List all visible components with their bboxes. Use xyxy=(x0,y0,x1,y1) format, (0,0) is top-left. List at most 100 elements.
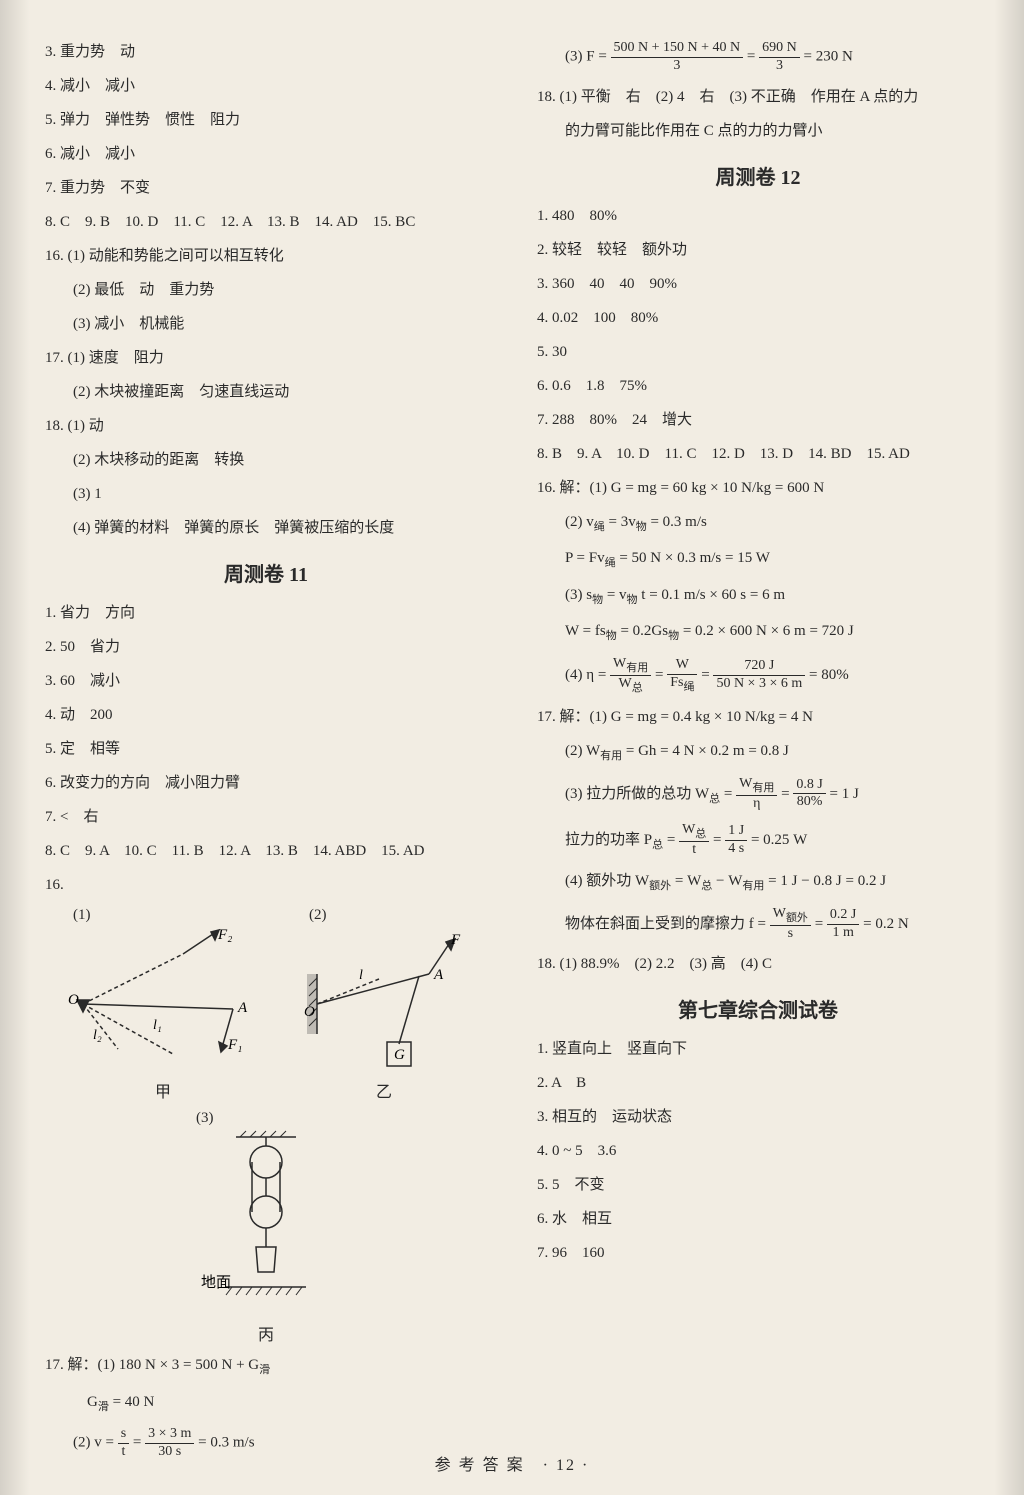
ch7-5: 5. 5 不变 xyxy=(537,1173,979,1197)
w11-17: 17. 解：(1) 180 N × 3 = 500 N + G滑 xyxy=(45,1353,487,1380)
frac-eta-3-den: 50 N × 3 × 6 m xyxy=(713,676,805,693)
w12-17-2-end: = Gh = 4 N × 0.2 m = 0.8 J xyxy=(626,743,789,759)
diagram-1-label: 甲 xyxy=(63,1078,263,1102)
ch7-4: 4. 0 ~ 5 3.6 xyxy=(537,1139,979,1163)
sub-wu-2: 物 xyxy=(592,594,603,606)
diagram-3-label: 丙 xyxy=(196,1321,336,1345)
w11-8-15: 8. C 9. A 10. C 11. B 12. A 13. B 14. AB… xyxy=(45,839,487,863)
w12-16-p-sym: P = Fv xyxy=(565,550,605,566)
diagram-3-num: (3) xyxy=(196,1110,336,1127)
ans-5: 5. 弹力 弹性势 惯性 阻力 xyxy=(45,108,487,132)
w11-7: 7. < 右 xyxy=(45,805,487,829)
d2-O: O xyxy=(304,1004,315,1020)
d1-F1: F₁ xyxy=(227,1037,242,1053)
r-18: 18. (1) 平衡 右 (2) 4 右 (3) 不正确 作用在 A 点的力 xyxy=(537,85,979,109)
w11-3: 3. 60 减小 xyxy=(45,669,487,693)
ans-17-2: (2) 木块被撞距离 匀速直线运动 xyxy=(45,380,487,404)
sub-zong-1: 总 xyxy=(632,682,643,694)
w12-16-4: (4) η = W有用 W总 = W Fs绳 = 720 J 50 N × 3 … xyxy=(537,656,979,695)
w12-17-f-end: = 0.2 N xyxy=(863,916,909,932)
lever-diagram-2: O A F l G xyxy=(299,924,469,1074)
w12-17-f: 物体在斜面上受到的摩擦力 f = W额外 s = 0.2 J 1 m = 0.2… xyxy=(537,906,979,943)
ans-18-2: (2) 木块移动的距离 转换 xyxy=(45,448,487,472)
w12-17-3: (3) 拉力所做的总功 W总 = W有用 η = 0.8 J 80% = 1 J xyxy=(537,776,979,813)
w11-5: 5. 定 相等 xyxy=(45,737,487,761)
w12-16-4-end: = 80% xyxy=(809,667,849,683)
w12-16-2a: (2) v xyxy=(565,514,594,530)
w12-17-3-eq: = xyxy=(724,785,736,801)
w12-17-4-mid: = W xyxy=(675,873,701,889)
sub-you-4: 有用 xyxy=(742,880,764,892)
w12-5: 5. 30 xyxy=(537,340,979,364)
diagram-2-label: 乙 xyxy=(299,1078,469,1102)
ans-4: 4. 减小 减小 xyxy=(45,74,487,98)
diagram-2-num: (2) xyxy=(299,907,469,924)
w12-17-f-eq: = xyxy=(815,916,827,932)
frac-690-num: 500 N + 150 N + 40 N xyxy=(611,40,744,58)
w12-16-p: P = Fv绳 = 50 N × 0.3 m/s = 15 W xyxy=(537,546,979,573)
w12-16-4-eq2: = xyxy=(701,667,713,683)
w12-16-w-sym: W = fs xyxy=(565,623,606,639)
d2-A: A xyxy=(433,967,444,983)
diagram-1: (1) O A F₂ F xyxy=(63,907,263,1102)
w12-17-2: (2) W有用 = Gh = 4 N × 0.2 m = 0.8 J xyxy=(537,739,979,766)
w12-1: 1. 480 80% xyxy=(537,204,979,228)
r-3-eq: = xyxy=(747,49,759,65)
w11-2: 2. 50 省力 xyxy=(45,635,487,659)
frac-3x3-num: 3 × 3 m xyxy=(145,1426,194,1444)
sub-sheng-2: 绳 xyxy=(605,557,616,569)
w11-17-2-end: = 0.3 m/s xyxy=(198,1435,254,1451)
frac-690b-den: 3 xyxy=(759,58,800,75)
frac-eta-1: W有用 W总 xyxy=(610,656,651,695)
section-title-11: 周测卷 11 xyxy=(45,558,487,587)
page-shade-right xyxy=(994,0,1024,1495)
frac-1-4: 1 J 4 s xyxy=(725,823,747,858)
w12-16-3a: (3) s xyxy=(565,587,592,603)
sub-you-3: 有用 xyxy=(752,781,774,793)
d2-G: G xyxy=(394,1047,405,1063)
frac-w-eta-num-w: W xyxy=(739,776,752,791)
frac-w-eta-den: η xyxy=(736,796,777,813)
w11-17-2-eq: = xyxy=(133,1435,145,1451)
sub-ewai-1: 额外 xyxy=(649,880,671,892)
ans-17-1: 17. (1) 速度 阻力 xyxy=(45,346,487,370)
sub-zong-3: 总 xyxy=(652,839,663,851)
w12-17: 17. 解：(1) G = mg = 0.4 kg × 10 N/kg = 4 … xyxy=(537,705,979,729)
ans-16-1: 16. (1) 动能和势能之间可以相互转化 xyxy=(45,244,487,268)
frac-w-eta-num: W有用 xyxy=(736,776,777,796)
frac-eta-3-num: 720 J xyxy=(713,658,805,676)
d1-F2: F₂ xyxy=(217,927,232,943)
frac-eta-2-den-fs: Fs xyxy=(670,675,683,690)
w12-16: 16. 解：(1) G = mg = 60 kg × 10 N/kg = 600… xyxy=(537,476,979,500)
w12-17-4-pre: (4) 额外功 W xyxy=(565,873,649,889)
w12-2: 2. 较轻 较轻 额外功 xyxy=(537,238,979,262)
sub-sheng-1: 绳 xyxy=(594,521,605,533)
frac-02-1: 0.2 J 1 m xyxy=(827,907,859,942)
w12-16-2c: = 0.3 m/s xyxy=(650,514,706,530)
frac-s-t-num: s xyxy=(118,1426,129,1444)
sub-sheng-3: 绳 xyxy=(683,681,694,693)
sub-ewai-2: 额外 xyxy=(786,911,808,923)
right-column: (3) F = 500 N + 150 N + 40 N3 = 690 N3 =… xyxy=(512,40,994,1400)
frac-w-t-num-w: W xyxy=(682,822,695,837)
frac-690b-num: 690 N xyxy=(759,40,800,58)
diagram-1-num: (1) xyxy=(63,907,263,924)
w11-17-g-val: = 40 N xyxy=(109,1394,155,1410)
sub-wu-5: 物 xyxy=(668,630,679,642)
w11-4: 4. 动 200 xyxy=(45,703,487,727)
w12-16-w: W = fs物 = 0.2Gs物 = 0.2 × 600 N × 6 m = 7… xyxy=(537,619,979,646)
w12-16-w-mid: = 0.2Gs xyxy=(620,623,668,639)
frac-08-den: 80% xyxy=(793,794,825,811)
pulley-diagram: 地面 xyxy=(196,1127,336,1317)
d3-ground: 地面 xyxy=(201,1274,231,1291)
frac-w-eta: W有用 η xyxy=(736,776,777,813)
sub-wu-3: 物 xyxy=(627,594,638,606)
w11-1: 1. 省力 方向 xyxy=(45,601,487,625)
section-title-ch7: 第七章综合测试卷 xyxy=(537,994,979,1023)
frac-02-num: 0.2 J xyxy=(827,907,859,925)
ans-8-15: 8. C 9. B 10. D 11. C 12. A 13. B 14. AD… xyxy=(45,210,487,234)
ans-3: 3. 重力势 动 xyxy=(45,40,487,64)
r-3-end: = 230 N xyxy=(804,49,853,65)
d1-l2: l₂ xyxy=(93,1028,102,1043)
w12-17-p: 拉力的功率 P总 = W总 t = 1 J 4 s = 0.25 W xyxy=(537,822,979,859)
